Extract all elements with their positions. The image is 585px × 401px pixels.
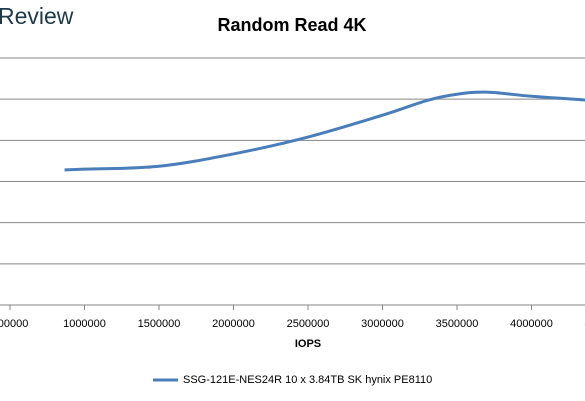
x-tick-label: 3000000 (361, 318, 404, 330)
x-axis-label: IOPS (295, 338, 321, 350)
x-tick-label: 1000000 (63, 318, 106, 330)
x-tick-label: 500000 (0, 318, 28, 330)
legend-label: SSG-121E-NES24R 10 x 3.84TB SK hynix PE8… (183, 374, 432, 386)
x-tick-label: 1500000 (138, 318, 181, 330)
x-tick-label: 2000000 (212, 318, 255, 330)
x-tick-label: 3500000 (436, 318, 479, 330)
chart-title: Random Read 4K (217, 15, 366, 35)
x-tick-label: 4000000 (510, 318, 553, 330)
x-tick-label: 2500000 (287, 318, 330, 330)
series-line (64, 90, 585, 172)
logo: Review (0, 3, 74, 29)
